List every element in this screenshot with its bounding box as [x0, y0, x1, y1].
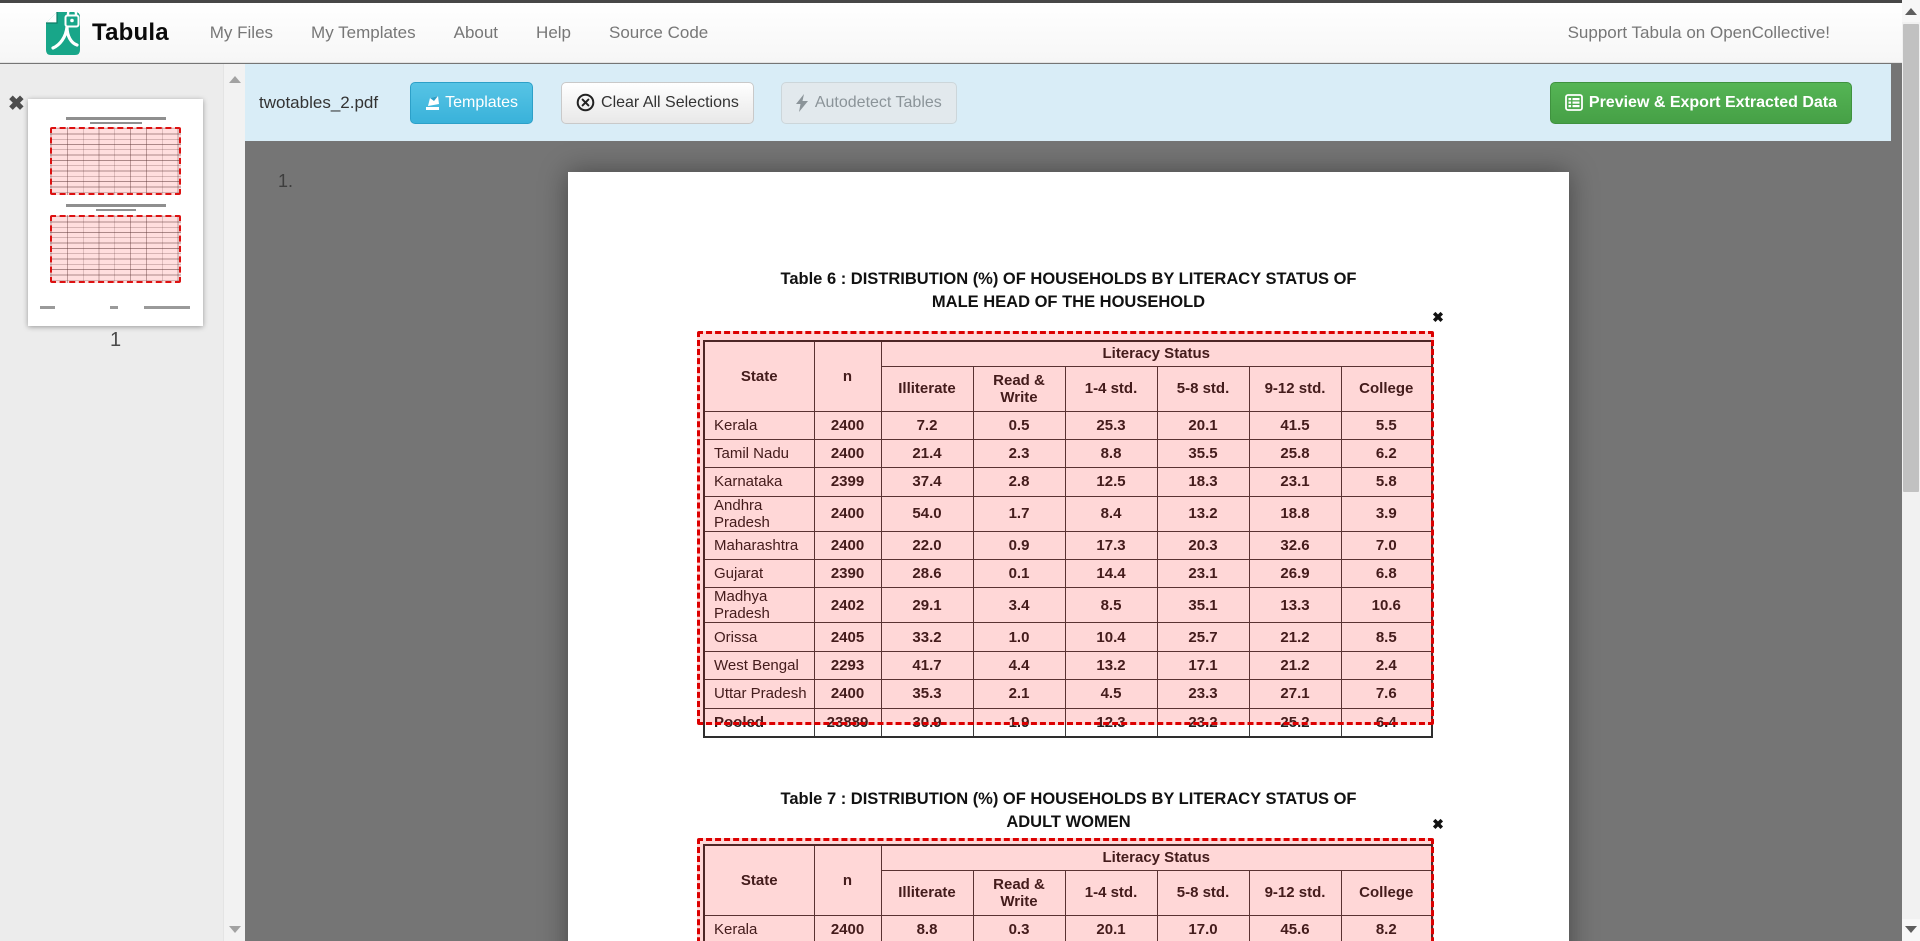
nav-links: My Files My Templates About Help Source … [191, 3, 727, 62]
nav-item-help[interactable]: Help [536, 22, 572, 42]
brand-name: Tabula [92, 18, 169, 46]
thumb-selection-2 [50, 215, 181, 283]
browser-top-strip [0, 0, 1902, 3]
table-row: Gujarat 2390 28.6 0.1 14.4 23.1 26.9 6.8 [703, 559, 1433, 589]
top-navbar: Tabula My Files My Templates About Help … [0, 3, 1902, 63]
table-row: Uttar Pradesh 2400 35.3 2.1 4.5 23.3 27.1 7.6 [703, 679, 1433, 709]
tabula-brand[interactable]: Tabula [0, 8, 169, 57]
table-row: Madhya Pradesh 2402 29.1 3.4 8.5 35.1 13.3 10.6 [703, 587, 1433, 624]
tabula-logo-icon [42, 8, 82, 57]
page-marker-label: 1. [278, 171, 294, 191]
main-scrollbar[interactable] [1902, 0, 1920, 941]
selection-box-2[interactable] [697, 838, 1434, 941]
table-row: Tamil Nadu 2400 21.4 2.3 8.8 35.5 25.8 6.2 [703, 438, 1433, 469]
thumb-title-7 [28, 202, 203, 213]
table6-title: Table 6 : DISTRIBUTION (%) OF HOUSEHOLDS… [780, 270, 1357, 311]
pdf-page-1[interactable]: Table 6 : DISTRIBUTION (%) OF HOUSEHOLDS… [568, 172, 1569, 941]
toolbar: twotables_2.pdf Templates Clear All Sele… [245, 64, 1891, 141]
nav-item-source-code[interactable]: Source Code [609, 22, 709, 42]
page-footer-mark [40, 306, 55, 309]
clear-label: Clear All Selections [601, 93, 739, 111]
page-footer-mark [144, 306, 190, 309]
autodetect-tables-button[interactable]: Autodetect Tables [780, 81, 957, 124]
table6: State n Literacy Status Illiterate Read & Wr… [703, 340, 1434, 738]
thumb-title-6 [28, 115, 203, 126]
nav-item-about[interactable]: About [453, 22, 499, 42]
templates-button[interactable]: Templates [410, 81, 534, 124]
table-row: West Bengal 2293 41.7 4.4 13.2 17.1 21.2 2.4 [703, 650, 1433, 681]
clear-circle-x-icon [576, 93, 595, 112]
selection1-close-icon[interactable]: ✖ [1432, 309, 1444, 325]
lightning-bolt-icon [795, 93, 809, 112]
page-thumbnail[interactable] [28, 99, 203, 326]
table-row: Kerala 2400 8.8 0.3 20.1 17.0 45.6 8.2 [703, 914, 1433, 941]
scrollbar-thumb[interactable] [1903, 24, 1919, 492]
clear-all-selections-button[interactable]: Clear All Selections [561, 81, 754, 124]
templates-label: Templates [445, 93, 519, 111]
table-row: Orissa 2405 33.2 1.0 10.4 25.7 21.2 8.5 [703, 622, 1433, 652]
table7-title: Table 7 : DISTRIBUTION (%) OF HOUSEHOLDS… [780, 790, 1357, 831]
open-filename: twotables_2.pdf [259, 92, 379, 112]
autodetect-label: Autodetect Tables [814, 93, 942, 111]
selection-box-1[interactable] [697, 331, 1434, 725]
templates-icon [425, 94, 442, 111]
thumb-selection-1 [50, 127, 181, 195]
table-row: Maharashtra 2400 22.0 0.9 17.3 20.3 32.6 7.0 [703, 530, 1433, 561]
lock-glyph [64, 8, 80, 28]
pdf-viewer[interactable]: 1. Table 6 : DISTRIBUTION (%) OF HOUSEHO… [245, 141, 1902, 941]
preview-export-button[interactable]: Preview & Export Extracted Data [1549, 81, 1852, 124]
scroll-down-icon [1905, 926, 1917, 933]
nav-item-my-templates[interactable]: My Templates [311, 22, 416, 42]
selection2-close-icon[interactable]: ✖ [1432, 816, 1444, 832]
support-link[interactable]: Support Tabula on OpenCollective! [1567, 22, 1830, 42]
thumbnail-sidebar: ✖ 1 [0, 64, 245, 941]
table-row: Andhra Pradesh 2400 54.0 1.7 8.4 13.2 18.8 3.9 [703, 495, 1433, 532]
scroll-up-icon[interactable] [229, 76, 241, 83]
scroll-up-icon [1905, 8, 1917, 15]
close-file-icon[interactable]: ✖ [8, 93, 25, 115]
table-row: Karnataka 2399 37.4 2.8 12.5 18.3 23.1 5.8 [703, 467, 1433, 497]
page-footer-mark [110, 306, 118, 309]
scroll-down-icon[interactable] [229, 926, 241, 933]
sidebar-scrollbar[interactable] [223, 64, 245, 941]
thumbnail-page-number: 1 [109, 329, 122, 351]
table-list-icon [1565, 94, 1583, 111]
nav-item-my-files[interactable]: My Files [209, 22, 274, 42]
export-label: Preview & Export Extracted Data [1588, 93, 1837, 111]
table7: State n Literacy Status Illiterate Read & Wr… [703, 844, 1434, 941]
